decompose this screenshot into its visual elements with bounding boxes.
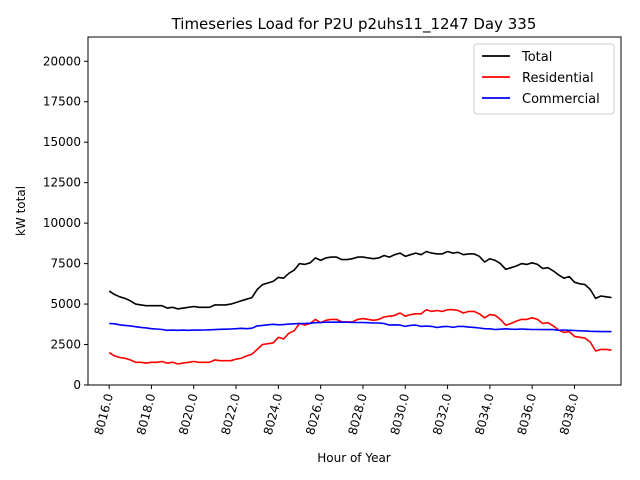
x-tick-label: 8018.0 bbox=[134, 392, 158, 436]
legend-label-residential: Residential bbox=[522, 71, 594, 86]
x-tick-label: 8016.0 bbox=[92, 392, 116, 436]
y-tick-label: 0 bbox=[73, 378, 81, 392]
x-axis-label: Hour of Year bbox=[317, 451, 391, 465]
y-axis-label: kW total bbox=[14, 186, 28, 236]
x-tick-label: 8026.0 bbox=[303, 392, 327, 436]
y-tick-label: 12500 bbox=[43, 176, 81, 190]
x-tick-label: 8020.0 bbox=[176, 392, 200, 436]
x-tick-label: 8038.0 bbox=[557, 392, 581, 436]
legend-label-total: Total bbox=[521, 50, 552, 65]
plot-frame bbox=[87, 36, 622, 386]
legend: Total Residential Commercial bbox=[473, 43, 615, 115]
chart-title: Timeseries Load for P2U p2uhs11_1247 Day… bbox=[171, 15, 537, 34]
x-tick-label: 8036.0 bbox=[515, 392, 539, 436]
y-tick-label: 5000 bbox=[50, 297, 81, 311]
x-tick-label: 8024.0 bbox=[261, 392, 285, 436]
y-tick-label: 20000 bbox=[43, 54, 81, 68]
series-line-commercial bbox=[109, 321, 612, 333]
x-tick-label: 8022.0 bbox=[219, 392, 243, 436]
x-tick-label: 8028.0 bbox=[345, 392, 369, 436]
series-line-residential bbox=[108, 308, 612, 365]
x-tick-label: 8032.0 bbox=[430, 392, 454, 436]
series-layer bbox=[108, 250, 612, 365]
x-tick-label: 8030.0 bbox=[388, 392, 412, 436]
y-tick-label: 17500 bbox=[43, 95, 81, 109]
y-tick-label: 7500 bbox=[50, 257, 81, 271]
y-tick-label: 2500 bbox=[50, 338, 81, 352]
x-tick-label: 8034.0 bbox=[472, 392, 496, 436]
x-axis-ticks: 8016.0 8018.0 8020.0 8022.0 8024.0 8026.0 8028… bbox=[92, 385, 581, 436]
series-line-total bbox=[108, 250, 612, 310]
y-tick-label: 15000 bbox=[43, 135, 81, 149]
legend-box bbox=[473, 43, 615, 115]
y-tick-label: 10000 bbox=[43, 216, 81, 230]
y-axis-ticks: 0 2500 5000 7500 10000 12500 15000 17500 20000 bbox=[43, 54, 88, 392]
legend-label-commercial: Commercial bbox=[522, 92, 600, 107]
